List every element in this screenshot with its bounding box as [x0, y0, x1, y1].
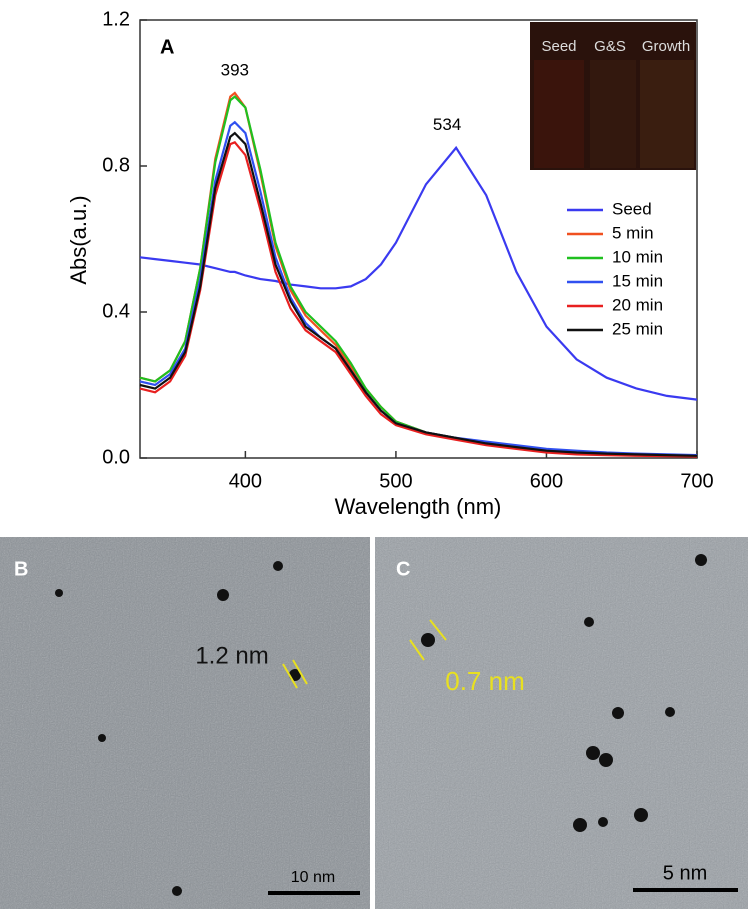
peak-label: 393 — [221, 60, 249, 79]
measure-label: 1.2 nm — [195, 642, 268, 669]
particle — [695, 554, 707, 566]
measure-line — [282, 663, 298, 689]
measure-label: 0.7 nm — [445, 666, 525, 696]
legend-label: 25 min — [612, 319, 663, 338]
particle — [217, 589, 229, 601]
x-tick-label: 500 — [379, 470, 412, 492]
x-axis-title: Wavelength (nm) — [335, 494, 502, 519]
panel-label: B — [14, 558, 28, 580]
line-series — [139, 131, 698, 457]
inset-vial — [590, 60, 636, 168]
particle — [598, 817, 608, 827]
particle — [421, 633, 435, 647]
inset-label: G&S — [594, 38, 626, 55]
legend-label: 5 min — [612, 223, 654, 242]
particle — [273, 561, 283, 571]
panel-c: 0.7 nm C 5 nm — [375, 537, 748, 909]
inset-label: Growth — [642, 38, 690, 55]
panel-label: C — [396, 558, 410, 580]
legend-label: 15 min — [612, 271, 663, 290]
particle — [573, 818, 587, 832]
y-tick-label: 0.4 — [102, 300, 130, 322]
legend-label: 20 min — [612, 295, 663, 314]
particle — [55, 589, 63, 597]
scale-label: 10 nm — [291, 869, 335, 886]
y-tick-label: 0.0 — [102, 446, 130, 468]
inset-label: Seed — [541, 38, 576, 55]
y-tick-label: 0.8 — [102, 154, 130, 176]
inset-vial — [534, 60, 584, 168]
measure-line — [409, 639, 425, 661]
particle — [665, 707, 675, 717]
particle — [172, 886, 182, 896]
scale-label: 5 nm — [663, 862, 707, 884]
x-tick-label: 700 — [680, 470, 713, 492]
plot-frame — [139, 19, 698, 459]
particle — [586, 746, 600, 760]
tem-texture — [0, 537, 370, 909]
particle — [599, 753, 613, 767]
line-series — [139, 145, 698, 401]
panel-label: A — [160, 36, 174, 58]
y-tick-label: 1.2 — [102, 8, 130, 30]
panel-b: 1.2 nm B 10 nm — [0, 537, 370, 909]
inset-vial — [640, 60, 694, 168]
measure-line — [292, 659, 308, 685]
y-axis-title: Abs(a.u.) — [66, 195, 91, 284]
particle — [584, 617, 594, 627]
peak-label: 534 — [433, 115, 461, 134]
particle — [612, 707, 624, 719]
x-tick-label: 600 — [530, 470, 563, 492]
x-tick-label: 400 — [229, 470, 262, 492]
particle — [98, 734, 106, 742]
legend-label: 10 min — [612, 247, 663, 266]
measure-line — [429, 619, 447, 641]
particle — [634, 808, 648, 822]
legend-label: Seed — [612, 199, 652, 218]
tem-texture — [375, 537, 748, 909]
